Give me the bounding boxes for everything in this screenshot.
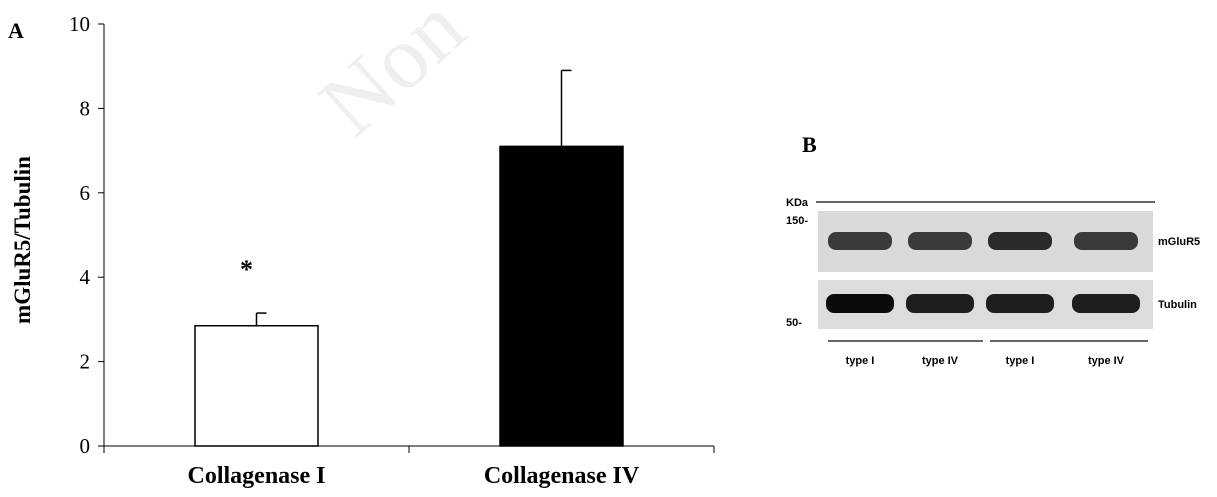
x-tick-label: Collagenase I	[188, 463, 326, 489]
y-tick-label: 2	[80, 350, 91, 374]
tubulin-band	[1072, 294, 1140, 313]
band-label-mglur5: mGluR5	[1158, 236, 1200, 248]
y-tick-label: 4	[80, 265, 91, 289]
y-tick-label: 0	[80, 434, 91, 458]
tubulin-bands	[826, 294, 1140, 313]
lane-label: type IV	[922, 355, 959, 367]
y-tick-label: 8	[80, 96, 91, 120]
y-tick-label: 6	[80, 181, 91, 205]
x-tick-labels: Collagenase I Collagenase IV	[188, 463, 640, 489]
lane-label: type I	[1006, 355, 1035, 367]
tubulin-band	[906, 294, 974, 313]
lane-label: type IV	[1088, 355, 1125, 367]
error-bars	[255, 69, 572, 326]
tubulin-band	[826, 294, 894, 313]
marker-50: 50-	[786, 317, 802, 329]
mglur5-band	[908, 232, 972, 250]
mglur5-bands	[828, 232, 1138, 250]
marker-150: 150-	[786, 215, 808, 227]
tubulin-band	[986, 294, 1054, 313]
y-tick-label: 10	[69, 12, 90, 36]
y-axis-ticks: 0 2 4 6 8 10	[69, 12, 104, 458]
bars	[194, 145, 624, 447]
significance-marks: *	[240, 255, 253, 284]
bar	[499, 145, 624, 447]
mglur5-band	[988, 232, 1052, 250]
lane-labels: type I type IV type I type IV	[846, 355, 1125, 367]
mglur5-band	[1074, 232, 1138, 250]
panel-a-label: A	[8, 18, 24, 43]
x-tick-label: Collagenase IV	[484, 463, 640, 489]
mglur5-band	[828, 232, 892, 250]
lane-label: type I	[846, 355, 875, 367]
bar	[194, 324, 319, 447]
panel-b-label: B	[802, 132, 817, 157]
significance-asterisk: *	[240, 255, 253, 284]
band-label-tubulin: Tubulin	[1158, 299, 1197, 311]
bar-chart: 0 2 4 6 8 10 Collagenase I Collagenase IV * mG…	[10, 12, 715, 489]
kda-label: KDa	[786, 197, 809, 209]
watermark: Non	[302, 0, 483, 155]
x-axis-ticks	[103, 446, 715, 453]
y-axis-label: mGluR5/Tubulin	[10, 156, 35, 324]
